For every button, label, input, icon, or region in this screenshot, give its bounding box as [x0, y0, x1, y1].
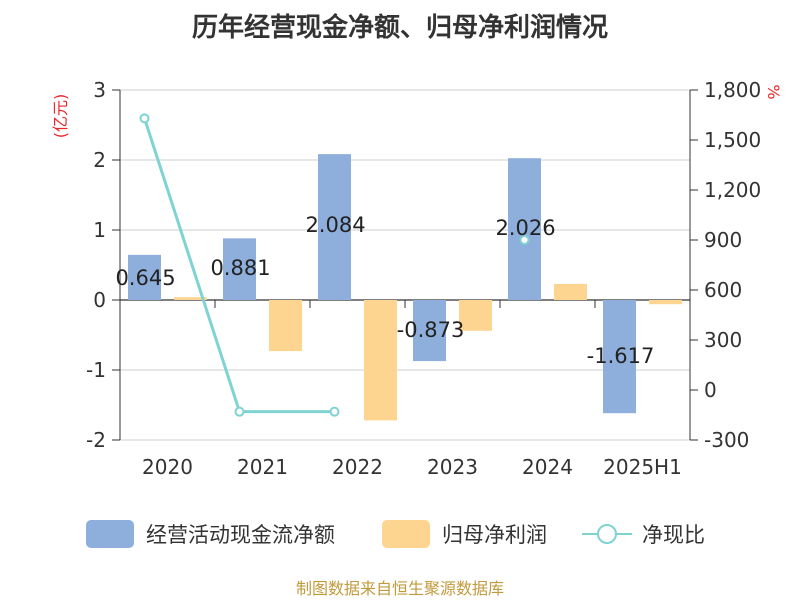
category-label: 2023	[427, 455, 478, 479]
legend-swatch-netprofit	[382, 520, 430, 548]
data-labels: 0.645 0.881 2.084 -0.873 2.026 -1.617	[115, 213, 654, 368]
ratio-point	[139, 113, 150, 124]
cashflow-bar	[128, 254, 161, 300]
cashflow-data-label: 2.084	[305, 213, 365, 237]
right-tick-label: 1,500	[704, 128, 761, 152]
left-axis-unit: (亿元)	[51, 94, 70, 139]
cashflow-data-label: 0.881	[210, 256, 270, 280]
netprofit-bar	[459, 300, 492, 331]
category-label: 2022	[332, 455, 383, 479]
right-tick-label: 600	[704, 278, 742, 302]
cashflow-bar	[318, 154, 351, 300]
source-note: 制图数据来自恒生聚源数据库	[296, 579, 504, 598]
legend-label-netprofit: 归母净利润	[442, 523, 547, 547]
netprofit-bar	[269, 300, 302, 352]
legend-marker-ratio	[597, 524, 617, 544]
netprofit-bar	[649, 300, 682, 305]
left-tick-label: 0	[93, 288, 106, 312]
right-axis-unit: %	[764, 84, 783, 99]
cashflow-data-label: 0.645	[115, 266, 175, 290]
left-tick-label: 2	[93, 148, 106, 172]
cashflow-data-label: -0.873	[397, 318, 465, 342]
left-tick-label: -2	[86, 428, 106, 452]
category-label: 2021	[237, 455, 288, 479]
legend: 经营活动现金流净额 归母净利润 净现比	[86, 520, 705, 548]
right-tick-label: 900	[704, 228, 742, 252]
netprofit-bar	[174, 297, 207, 300]
netprofit-bar	[364, 300, 397, 421]
ratio-line	[139, 113, 530, 417]
legend-label-cashflow: 经营活动现金流净额	[146, 523, 335, 547]
ratio-point	[519, 235, 530, 245]
category-label: 2020	[142, 455, 193, 479]
right-tick-label: -300	[704, 428, 749, 452]
category-label: 2025H1	[603, 455, 682, 479]
cashflow-bar	[413, 300, 446, 362]
right-tick-label: 300	[704, 328, 742, 352]
cashflow-data-label: 2.026	[495, 216, 555, 240]
left-tick-label: -1	[86, 358, 106, 382]
legend-label-ratio: 净现比	[642, 523, 705, 547]
cashflow-bar	[508, 158, 541, 300]
right-tick-label: 1,800	[704, 78, 761, 102]
legend-swatch-cashflow	[86, 520, 134, 548]
left-tick-label: 3	[93, 78, 106, 102]
ratio-point	[234, 406, 245, 417]
cashflow-bar	[603, 300, 636, 414]
right-tick-label: 1,200	[704, 178, 761, 202]
cashflow-data-label: -1.617	[587, 344, 655, 368]
axes: 3 2 1 0 -1 -2 1,800 1,500 1,200 900 600 300 0 -300 202…	[86, 78, 761, 479]
netprofit-bar	[554, 283, 587, 300]
left-tick-label: 1	[93, 218, 106, 242]
bars	[128, 154, 682, 421]
right-tick-label: 0	[704, 378, 717, 402]
cashflow-bar	[223, 238, 256, 300]
chart-title: 历年经营现金净额、归母净利润情况	[192, 12, 608, 43]
ratio-point	[329, 406, 340, 417]
category-label: 2024	[522, 455, 573, 479]
